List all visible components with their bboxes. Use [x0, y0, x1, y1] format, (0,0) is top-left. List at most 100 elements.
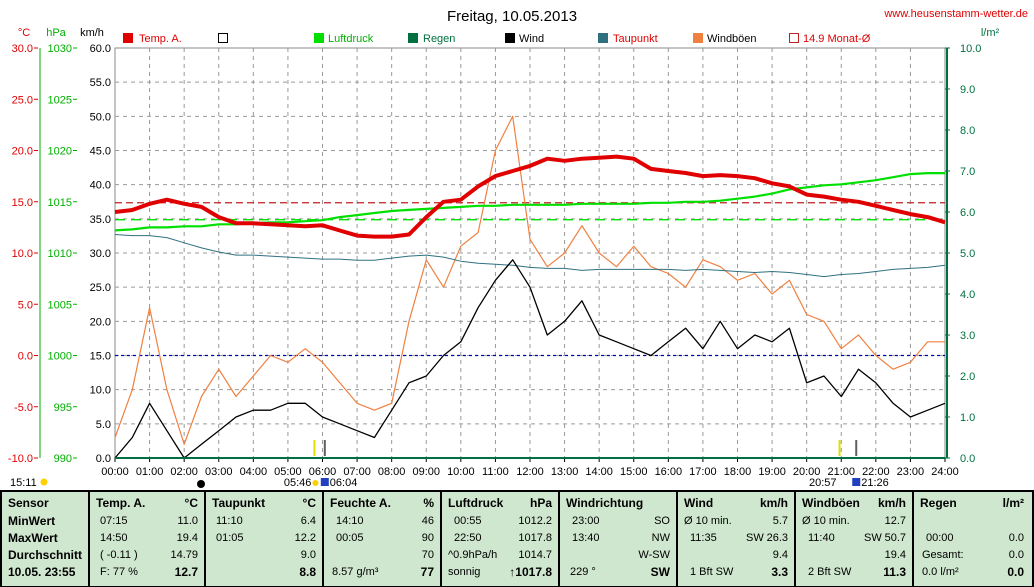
pressure-tick-label: 1025 — [48, 94, 72, 106]
wind-avg10-label: Ø 10 min. — [684, 515, 732, 527]
dew-min-time: 11:10 — [216, 515, 243, 527]
wind-max-time: 11:35 — [690, 532, 717, 544]
rain-panel-unit: l/m² — [1002, 496, 1024, 510]
label-current: 10.05. 23:55 — [8, 565, 76, 579]
sunset-time: 20:57 — [809, 477, 837, 489]
site-url[interactable]: www.heusenstamm-wetter.de — [883, 8, 1028, 20]
press-current-value: ↑1017.8 — [509, 565, 552, 579]
dir-max-value: NW — [651, 532, 670, 544]
time-tick-label: 00:00 — [101, 466, 129, 478]
temp-tick-label: -10.0 — [8, 453, 33, 465]
temp-tick-label: 10.0 — [12, 248, 33, 260]
time-tick-label: 16:00 — [655, 466, 683, 478]
stats-table: Sensor MinWert MaxWert Durchschnitt 10.0… — [0, 490, 1034, 587]
time-tick-label: 10:00 — [447, 466, 475, 478]
temp-unit-label: °C — [18, 27, 30, 39]
legend-gust-swatch — [693, 33, 703, 43]
legend-rain-label: Regen — [423, 33, 455, 45]
pressure-tick-label: 1020 — [48, 146, 72, 158]
temp-min-time: 07:15 — [100, 515, 128, 527]
time-tick-label: 08:00 — [378, 466, 406, 478]
pressure-tick-label: 1030 — [48, 43, 72, 55]
rain-current-value: 0.0 — [1007, 565, 1024, 579]
dew-max-time: 01:05 — [216, 532, 244, 544]
wind-max-value: 26.3 — [766, 532, 788, 544]
pressure-tick-label: 1000 — [48, 351, 72, 363]
press-trend: ^0.9hPa/h — [448, 549, 498, 561]
press-max-time: 22:50 — [454, 532, 482, 544]
row-labels-panel: Sensor MinWert MaxWert Durchschnitt 10.0… — [2, 492, 88, 586]
time-tick-label: 22:00 — [862, 466, 890, 478]
wind-current-value: 3.3 — [771, 565, 788, 579]
dir-degrees: 229 ° — [570, 566, 596, 578]
press-min-time: 00:55 — [454, 515, 482, 527]
press-forecast: sonnig — [448, 566, 481, 578]
dir-current-value: SW — [650, 565, 670, 579]
wind-avg-value: 9.4 — [772, 549, 788, 561]
legend-empty-swatch — [218, 33, 228, 43]
temp-trend: ( -0.11 ) — [100, 549, 138, 561]
time-tick-label: 24:00 — [931, 466, 959, 478]
wind-unit-label: km/h — [80, 27, 104, 39]
dew-panel-unit: °C — [302, 496, 316, 510]
temp-panel: Temp. A. °C 07:15 11.0 14:50 19.4 ( -0.1… — [90, 492, 204, 586]
hum-absolute: 8.57 g/m³ — [332, 566, 379, 578]
wind-tick-label: 0.0 — [96, 453, 111, 465]
temp-tick-label: 5.0 — [18, 299, 33, 311]
hum-current-value: 77 — [420, 565, 434, 579]
wind-tick-label: 60.0 — [90, 43, 111, 55]
rain-tick-label: 1.0 — [960, 412, 975, 424]
rain-tick-label: 2.0 — [960, 371, 975, 383]
wind-tick-label: 45.0 — [90, 146, 111, 158]
rain-tick-label: 3.0 — [960, 330, 975, 342]
sunset-icon — [852, 478, 861, 486]
dew-max-value: 12.2 — [294, 532, 316, 544]
temp-tick-label: 20.0 — [12, 146, 33, 158]
time-tick-label: 09:00 — [412, 466, 440, 478]
pressure-tick-label: 1015 — [48, 197, 72, 209]
legend-pressure-label: Luftdruck — [328, 33, 374, 45]
legend-dewpoint-label: Taupunkt — [613, 33, 658, 45]
sunrise-time: 06:04 — [330, 477, 358, 489]
label-min: MinWert — [8, 514, 56, 528]
temp-tick-label: 15.0 — [12, 197, 33, 209]
rain-tick-label: 10.0 — [960, 43, 981, 55]
legend-pressure-swatch — [314, 33, 324, 43]
pressure-tick-label: 995 — [54, 402, 72, 414]
legend-monthavg-label: 14.9 Monat-Ø — [803, 33, 871, 45]
axis-right: 10.0 9.0 8.0 7.0 6.0 5.0 4.0 3.0 2.0 1.0 0.0 — [945, 43, 981, 465]
moon-icon — [40, 478, 48, 486]
time-tick-label: 06:00 — [309, 466, 337, 478]
hum-avg-value: 70 — [421, 549, 434, 561]
wind-tick-label: 10.0 — [90, 385, 111, 397]
wind-max-dir: SW — [746, 532, 764, 544]
rain-tick-label: 8.0 — [960, 125, 975, 137]
gust-max-time: 11:40 — [808, 532, 835, 544]
wind-tick-label: 35.0 — [90, 214, 111, 226]
wind-panel: Wind km/h Ø 10 min. 5.7 11:35 SW 26.3 9.… — [678, 492, 794, 586]
press-min-value: 1012.2 — [518, 515, 552, 527]
gust-avg10-label: Ø 10 min. — [802, 515, 850, 527]
series-layer — [114, 115, 946, 459]
time-tick-label: 17:00 — [689, 466, 717, 478]
wind-panel-unit: km/h — [759, 496, 788, 510]
wind-tick-label: 50.0 — [90, 111, 111, 123]
rain-tick-label: 7.0 — [960, 166, 975, 178]
label-sensor: Sensor — [8, 496, 49, 510]
temp-panel-unit: °C — [184, 496, 198, 510]
temp-current-value: 12.7 — [174, 565, 198, 579]
temp-avg-value: 14.79 — [170, 549, 198, 561]
temp-max-value: 19.4 — [176, 532, 198, 544]
rain-tick-label: 4.0 — [960, 289, 975, 301]
legend-rain-swatch — [408, 33, 418, 43]
label-avg: Durchschnitt — [8, 548, 83, 562]
time-tick-label: 20:00 — [793, 466, 821, 478]
time-tick-label: 05:00 — [274, 466, 302, 478]
rain-panel: Regen l/m² 00:00 0.0 Gesamt: 0.0 0.0 l/m… — [914, 492, 1032, 586]
temp-series-line — [114, 154, 946, 239]
rain-tick-label: 6.0 — [960, 207, 975, 219]
gust-series-line — [114, 115, 945, 445]
rain-value-1: 0.0 — [1008, 532, 1024, 544]
legend-temp-label: Temp. A. — [139, 33, 182, 45]
pressure-panel: Luftdruck hPa 00:55 1012.2 22:50 1017.8 … — [442, 492, 558, 586]
